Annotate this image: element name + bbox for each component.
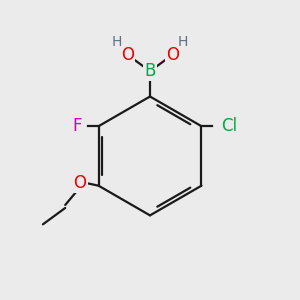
Text: F: F: [73, 117, 82, 135]
Text: O: O: [166, 46, 179, 64]
Text: O: O: [121, 46, 134, 64]
Text: Cl: Cl: [221, 117, 237, 135]
Text: B: B: [144, 62, 156, 80]
Text: H: H: [112, 34, 122, 49]
Text: O: O: [74, 174, 87, 192]
Text: H: H: [178, 34, 188, 49]
